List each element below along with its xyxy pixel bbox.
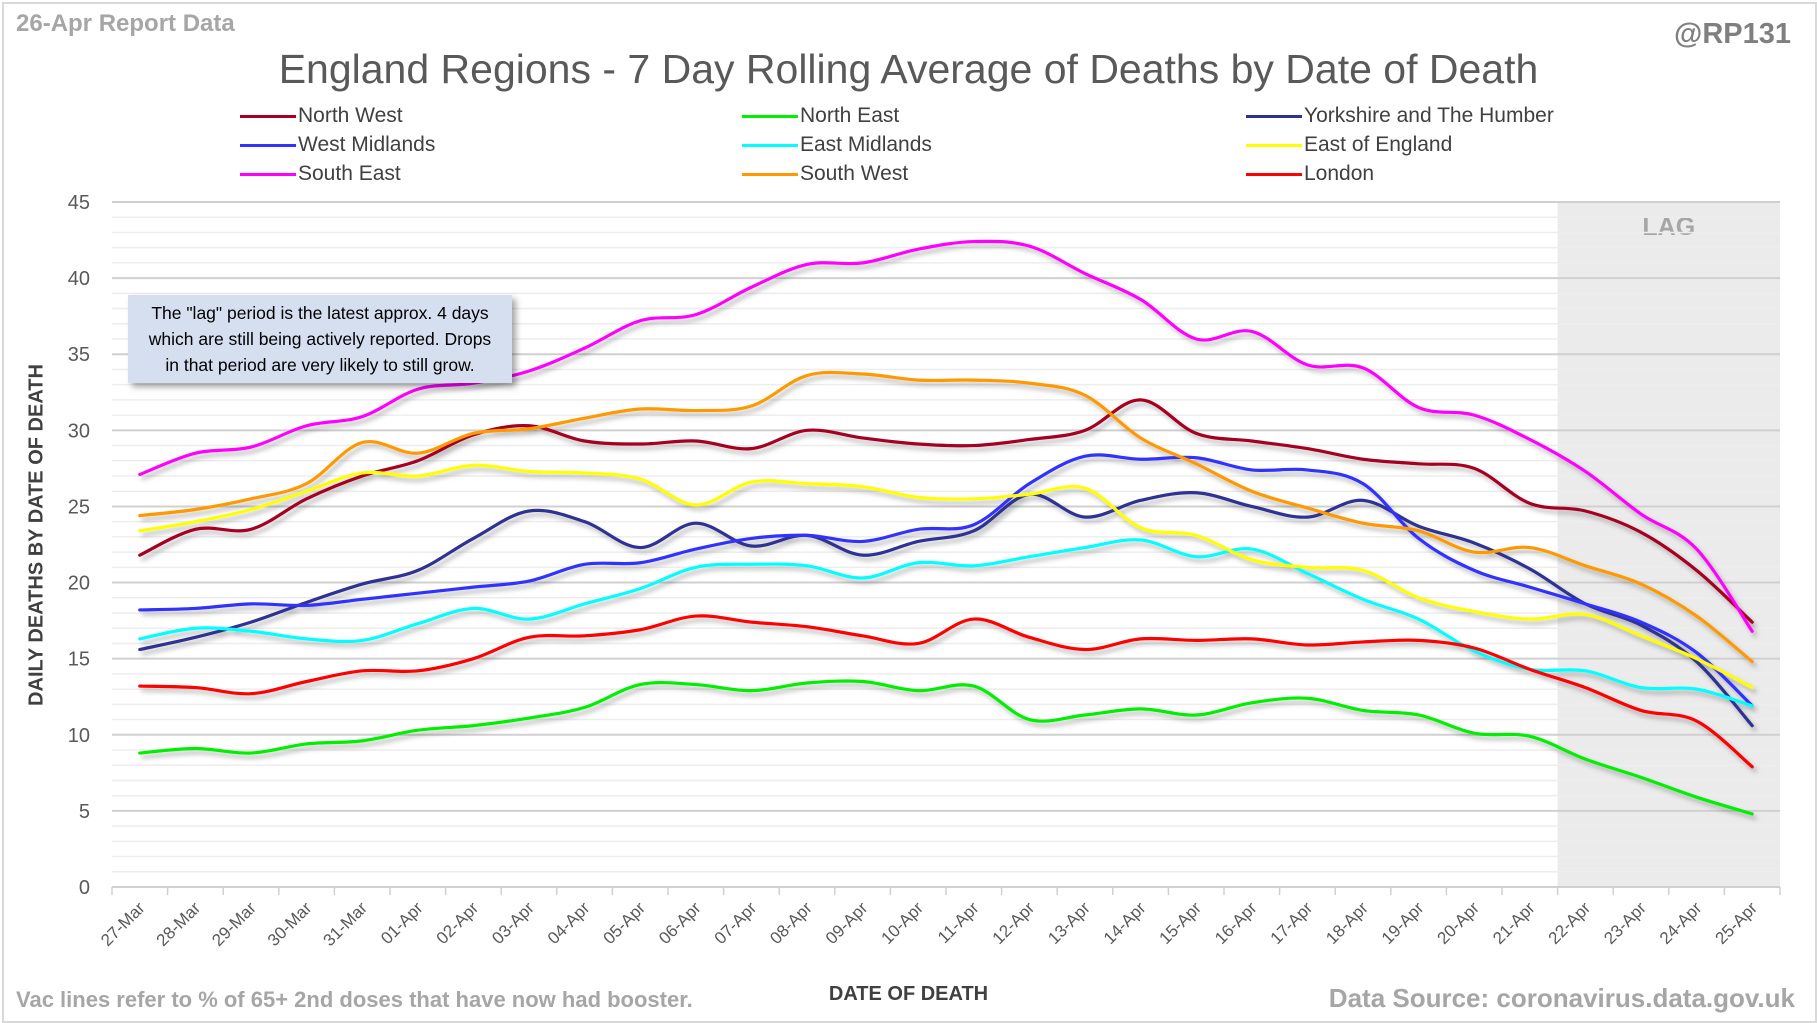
report-date-label: 26-Apr Report Data [16,10,235,37]
legend-label: East of England [1304,133,1453,156]
data-source: Data Source: coronavirus.data.gov.uk [1328,983,1795,1013]
callout-line: which are still being actively reported.… [148,329,492,349]
callout-line: The "lag" period is the latest approx. 4… [151,303,489,323]
legend-label: South West [800,162,909,185]
legend-item: Yorkshire and The Humber [1246,104,1554,128]
legend-item: London [1246,162,1374,186]
legend-label: West Midlands [298,133,436,156]
x-tick-label: 24-Apr [1656,898,1706,948]
chart-legend: North West North East Yorkshire and The Hu… [0,104,1817,194]
x-tick-label: 25-Apr [1712,898,1762,948]
series-line-south-east [138,239,1754,633]
series-line-north-east [138,679,1754,816]
legend-item: West Midlands [240,133,435,157]
x-tick-label: 27-Mar [97,898,149,950]
legend-label: North West [298,104,403,127]
x-tick-label: 23-Apr [1600,898,1650,948]
y-tick-label: 30 [68,420,90,442]
lag-explanation-callout: The "lag" period is the latest approx. 4… [128,295,512,383]
vaccination-note: Vac lines refer to % of 65+ 2nd doses th… [16,987,693,1012]
legend-swatch [1246,172,1302,176]
legend-item: North West [240,104,403,128]
x-tick-label: 05-Apr [600,898,650,948]
x-tick-label: 07-Apr [711,898,761,948]
chart-title: England Regions - 7 Day Rolling Average … [278,46,1539,92]
y-tick-label: 45 [68,192,90,214]
legend-item: South East [240,162,401,186]
legend-swatch [742,172,798,176]
legend-swatch [742,114,798,118]
x-tick-label: 01-Apr [377,898,427,948]
x-tick-label: 22-Apr [1545,898,1595,948]
legend-swatch [1246,143,1302,147]
legend-swatch [240,172,296,176]
y-tick-label: 5 [79,801,90,823]
x-axis-label: DATE OF DEATH [828,983,989,1005]
x-tick-label: 03-Apr [488,898,538,948]
x-tick-label: 16-Apr [1211,898,1261,948]
x-tick-label: 18-Apr [1322,898,1372,948]
y-tick-label: 0 [79,877,90,899]
x-tick-label: 31-Mar [320,898,372,950]
x-tick-label: 21-Apr [1489,898,1539,948]
series-line-london [138,614,1754,769]
legend-item: East of England [1246,133,1452,157]
series-line-west-midlands [138,453,1754,708]
legend-item: North East [742,104,899,128]
y-tick-label: 20 [68,573,90,595]
x-tick-label: 11-Apr [934,898,983,947]
x-tick-label: 20-Apr [1434,898,1484,948]
legend-item: East Midlands [742,133,932,157]
legend-swatch [1246,114,1302,118]
x-tick-label: 06-Apr [655,898,705,948]
legend-swatch [742,143,798,147]
author-handle: @RP131 [1674,18,1791,50]
x-tick-label: 30-Mar [264,898,316,950]
y-tick-label: 10 [68,725,90,747]
x-tick-label: 29-Mar [208,898,260,950]
x-tick-label: 17-Apr [1267,898,1317,948]
series-line-north-west [138,398,1754,624]
x-tick-label: 12-Apr [989,898,1039,948]
x-tick-label: 28-Mar [153,898,205,950]
y-tick-label: 40 [68,268,90,290]
x-tick-label: 19-Apr [1378,898,1428,948]
y-tick-label: 15 [68,649,90,671]
x-tick-label: 15-Apr [1156,898,1206,948]
x-tick-label: 04-Apr [544,898,594,948]
legend-label: London [1304,162,1375,185]
callout-line: in that period are very likely to still … [165,355,475,375]
y-tick-label: 35 [68,344,90,366]
y-axis-label: DAILY DEATHS BY DATE OF DEATH [25,364,48,706]
y-tick-label: 25 [68,496,90,518]
x-tick-label: 10-Apr [878,898,928,948]
series-line-south-west [138,370,1754,664]
series-line-east-midlands [138,538,1754,708]
x-tick-label: 08-Apr [766,898,816,948]
lag-period-shading [1557,202,1780,887]
legend-label: North East [800,104,900,127]
series-line-east-of-england [138,463,1754,690]
legend-label: Yorkshire and The Humber [1304,104,1554,127]
legend-item: South West [742,162,908,186]
legend-swatch [240,143,296,147]
x-tick-label: 02-Apr [433,898,483,948]
x-tick-label: 13-Apr [1044,898,1094,948]
x-tick-label: 14-Apr [1100,898,1150,948]
x-tick-label: 09-Apr [822,898,872,948]
legend-label: East Midlands [800,133,932,156]
legend-label: South East [298,162,401,185]
legend-swatch [240,114,296,118]
